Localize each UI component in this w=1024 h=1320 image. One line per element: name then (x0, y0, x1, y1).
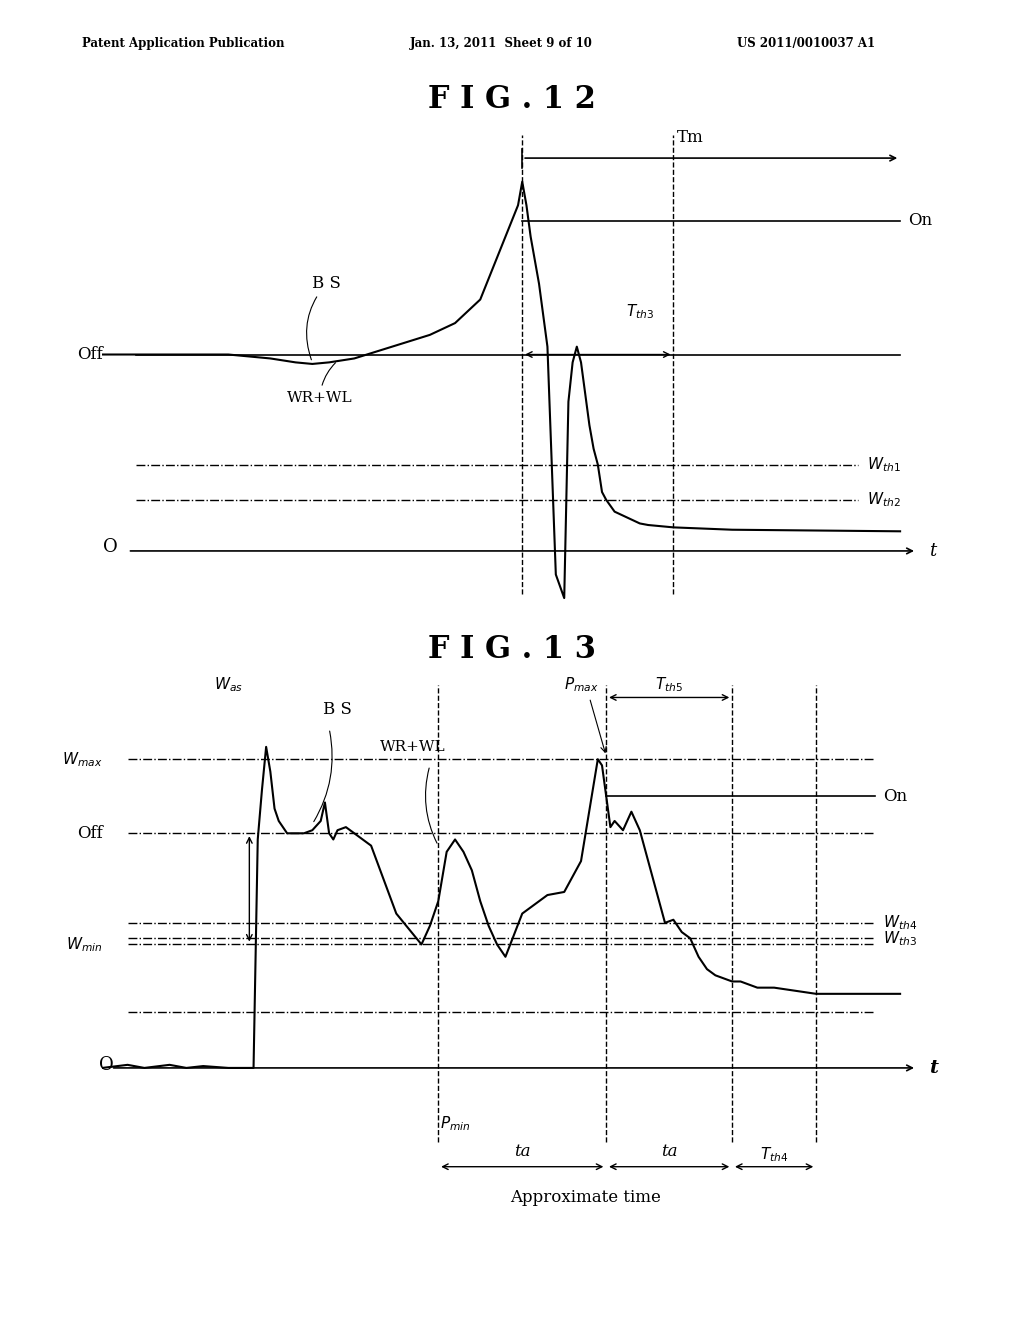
Text: $W_{th4}$: $W_{th4}$ (884, 913, 918, 932)
Text: t: t (930, 543, 937, 560)
Text: WR+WL: WR+WL (380, 741, 445, 754)
Text: Off: Off (77, 346, 102, 363)
Text: B S: B S (324, 701, 352, 718)
Text: ta: ta (660, 1143, 678, 1160)
Text: $P_{min}$: $P_{min}$ (439, 1114, 470, 1133)
Text: $W_{min}$: $W_{min}$ (66, 935, 102, 954)
Text: $W_{th3}$: $W_{th3}$ (884, 929, 918, 948)
Text: Tm: Tm (677, 129, 703, 147)
Text: B S: B S (306, 275, 341, 360)
Text: $T_{th5}$: $T_{th5}$ (655, 676, 683, 694)
Text: On: On (908, 213, 933, 230)
Text: Off: Off (77, 825, 102, 842)
Text: $T_{th4}$: $T_{th4}$ (760, 1144, 788, 1164)
Text: O: O (99, 1056, 114, 1074)
Text: Patent Application Publication: Patent Application Publication (82, 37, 285, 50)
Text: ta: ta (514, 1143, 530, 1160)
Text: WR+WL: WR+WL (287, 363, 352, 405)
Text: $W_{th2}$: $W_{th2}$ (866, 491, 900, 510)
Text: O: O (103, 539, 118, 556)
Text: t: t (930, 1059, 938, 1077)
Text: $P_{max}$: $P_{max}$ (564, 676, 598, 694)
Text: $T_{th3}$: $T_{th3}$ (626, 302, 654, 321)
Text: F I G . 1 2: F I G . 1 2 (428, 83, 596, 115)
Text: On: On (884, 788, 907, 805)
Text: US 2011/0010037 A1: US 2011/0010037 A1 (737, 37, 876, 50)
Text: F I G . 1 3: F I G . 1 3 (428, 634, 596, 665)
Text: Jan. 13, 2011  Sheet 9 of 10: Jan. 13, 2011 Sheet 9 of 10 (410, 37, 593, 50)
Text: Approximate time: Approximate time (510, 1189, 660, 1206)
Text: $W_{max}$: $W_{max}$ (62, 750, 102, 768)
Text: $W_{th1}$: $W_{th1}$ (866, 455, 900, 474)
Text: $W_{as}$: $W_{as}$ (214, 676, 243, 694)
